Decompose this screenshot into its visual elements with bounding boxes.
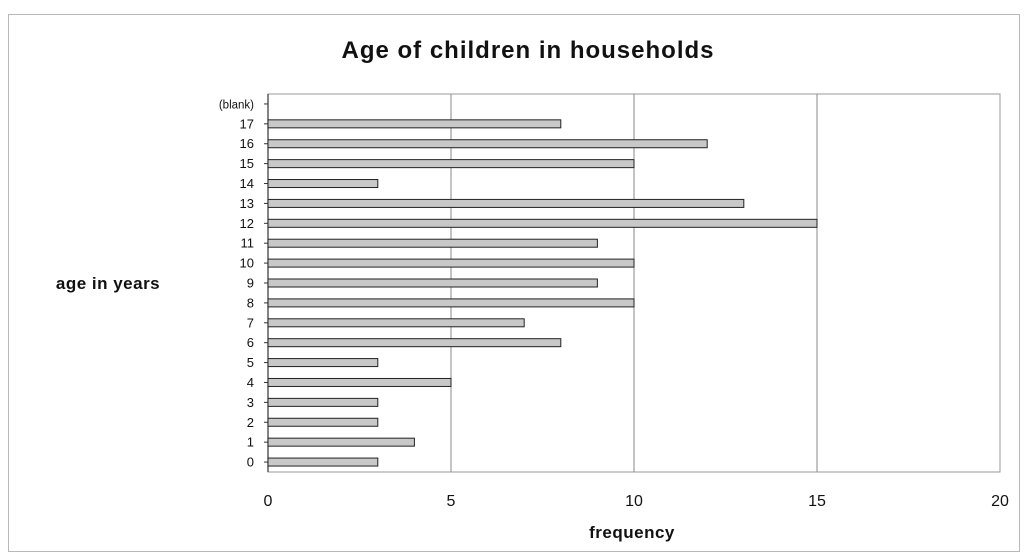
- bar-12: [267, 218, 818, 228]
- y-tick-label-8: 8: [247, 295, 254, 310]
- y-tick-label-2: 2: [247, 415, 254, 430]
- bar-13: [267, 198, 745, 208]
- y-tick-label-15: 15: [240, 156, 254, 171]
- figure-frame: [8, 14, 1020, 552]
- bar-10: [267, 258, 635, 268]
- x-tick-label-0: 0: [264, 493, 273, 510]
- bar-1: [267, 437, 415, 447]
- y-tick-label-6: 6: [247, 335, 254, 350]
- y-tick-label-13: 13: [240, 196, 254, 211]
- bar-14: [267, 179, 379, 189]
- y-tick-label-14: 14: [240, 176, 254, 191]
- bar-6: [267, 338, 562, 348]
- y-tick-label-3: 3: [247, 395, 254, 410]
- y-tick-label-18: (blank): [219, 99, 254, 111]
- y-tick-label-5: 5: [247, 355, 254, 370]
- bar-4: [267, 377, 452, 387]
- y-tick-label-9: 9: [247, 276, 254, 291]
- bar-9: [267, 278, 598, 288]
- bar-17: [267, 119, 562, 129]
- bar-2: [267, 417, 379, 427]
- bar-0: [267, 457, 379, 467]
- bar-7: [267, 318, 525, 328]
- plot-area: 0 5 10 15 2001234567891011121314151617(blank…: [219, 93, 1009, 510]
- bar-11: [267, 238, 598, 248]
- y-tick-label-11: 11: [241, 236, 255, 251]
- x-tick-label-15: 15: [808, 493, 826, 510]
- bar-16: [267, 139, 708, 149]
- y-tick-label-12: 12: [240, 216, 254, 231]
- y-tick-label-4: 4: [247, 375, 254, 390]
- y-tick-label-0: 0: [247, 455, 254, 470]
- y-axis-label: age in years: [56, 274, 160, 293]
- y-tick-label-7: 7: [247, 315, 254, 330]
- y-tick-label-16: 16: [240, 136, 254, 151]
- y-tick-label-17: 17: [240, 116, 254, 131]
- x-tick-label-20: 20: [991, 493, 1009, 510]
- bar-15: [267, 159, 635, 169]
- chart-title: Age of children in households: [341, 37, 714, 64]
- bar-5: [267, 358, 379, 368]
- x-tick-label-10: 10: [625, 493, 643, 510]
- x-tick-label-5: 5: [447, 493, 456, 510]
- y-tick-label-1: 1: [247, 435, 254, 450]
- bar-3: [267, 397, 379, 407]
- bar-8: [267, 298, 635, 308]
- x-axis-label: frequency: [589, 523, 675, 542]
- y-tick-label-10: 10: [240, 256, 254, 271]
